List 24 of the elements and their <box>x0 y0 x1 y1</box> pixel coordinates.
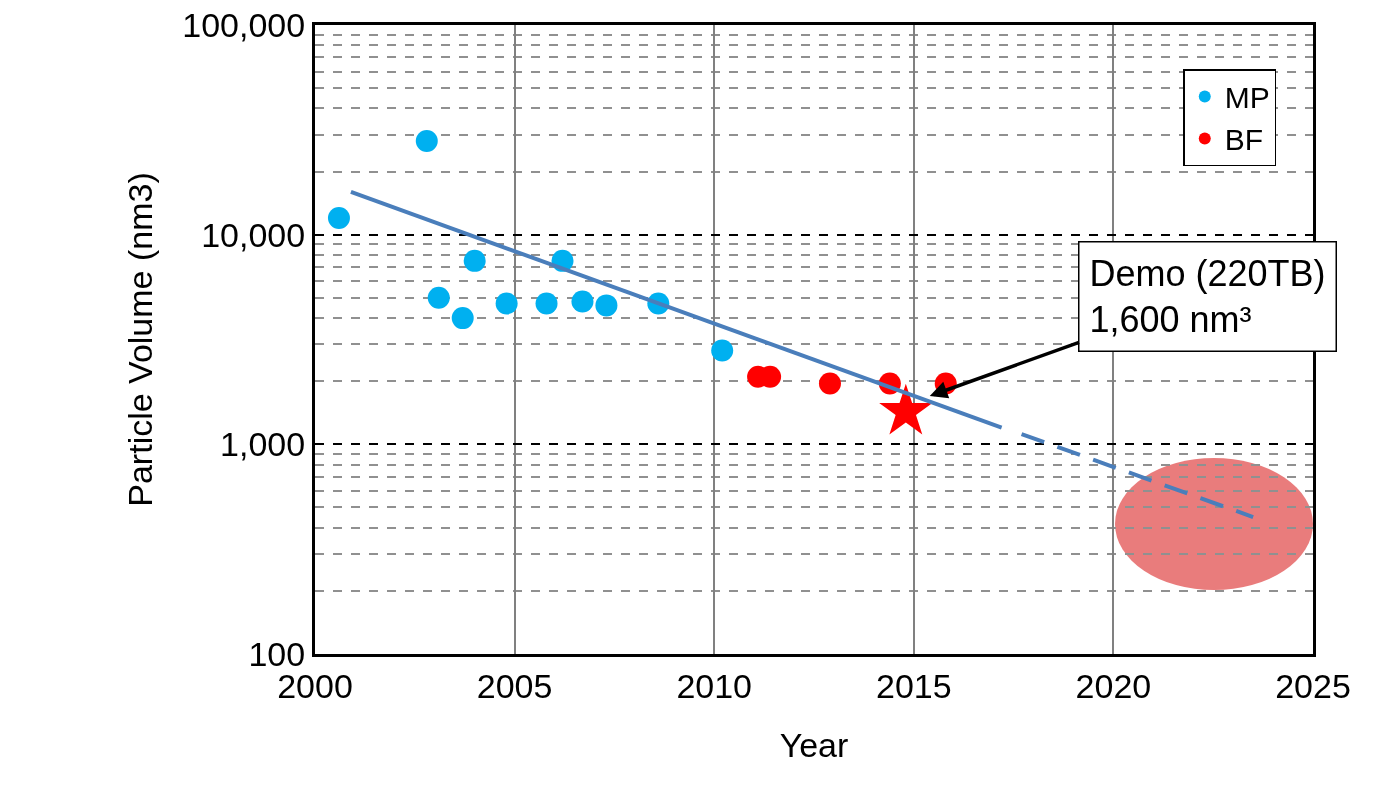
y-tick-label: 1,000 <box>220 425 306 464</box>
point <box>463 249 486 272</box>
x-tick-label: 2005 <box>476 666 553 705</box>
y-tick-label: 10,000 <box>201 215 306 254</box>
y-tick-label: 100,000 <box>182 5 306 44</box>
point <box>711 339 734 362</box>
point <box>415 129 438 152</box>
point <box>571 290 594 313</box>
point <box>427 286 450 309</box>
point <box>451 307 474 330</box>
legend-label: BF <box>1224 123 1264 157</box>
x-tick-label: 2025 <box>1275 666 1351 705</box>
x-tick-label: 2010 <box>676 666 753 705</box>
y-axis-title: Particle Volume (nm3) <box>120 172 159 507</box>
point <box>818 372 841 395</box>
legend-label: MP <box>1224 81 1270 115</box>
point <box>535 292 558 315</box>
x-axis-title: Year <box>779 726 849 765</box>
point <box>595 294 618 317</box>
point <box>327 207 350 230</box>
annotation: Demo (220TB) 1,600 nm³ <box>1089 252 1326 341</box>
x-tick-label: 2015 <box>875 666 952 705</box>
x-tick-label: 2020 <box>1075 666 1152 705</box>
point <box>495 292 518 315</box>
